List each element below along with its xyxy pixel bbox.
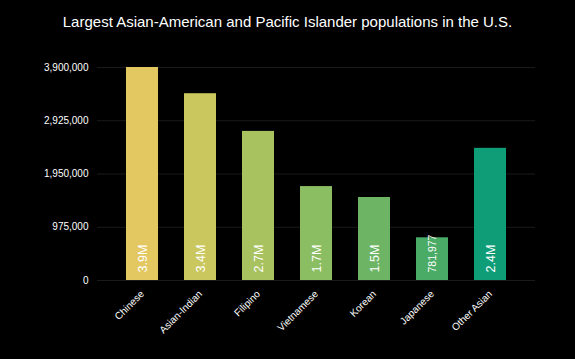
svg-text:2,925,000: 2,925,000 [44, 115, 89, 126]
svg-text:Vietnamese: Vietnamese [275, 288, 320, 333]
svg-text:Other Asian: Other Asian [449, 288, 494, 333]
svg-text:Korean: Korean [348, 288, 379, 319]
html-text:Largest Asian-American and Pac: Largest Asian-American and Pacific Islan… [62, 13, 513, 30]
svg-text:Japanese: Japanese [398, 288, 437, 327]
svg-text:1.5M: 1.5M [368, 245, 382, 273]
svg-text:781,977: 781,977 [426, 234, 438, 272]
svg-text:Filipino: Filipino [232, 288, 262, 318]
svg-text:3.4M: 3.4M [194, 245, 208, 273]
svg-text:Asian-Indian: Asian-Indian [157, 288, 204, 335]
svg-text:975,000: 975,000 [52, 221, 89, 232]
svg-text:2.4M: 2.4M [484, 245, 498, 273]
svg-text:3,900,000: 3,900,000 [44, 62, 89, 73]
svg-text:3.9M: 3.9M [136, 245, 150, 273]
svg-text:1.7M: 1.7M [310, 245, 324, 273]
svg-text:2.7M: 2.7M [252, 245, 266, 273]
svg-text:Chinese: Chinese [112, 288, 146, 322]
svg-text:0: 0 [83, 275, 89, 286]
svg-text:1,950,000: 1,950,000 [44, 168, 89, 179]
